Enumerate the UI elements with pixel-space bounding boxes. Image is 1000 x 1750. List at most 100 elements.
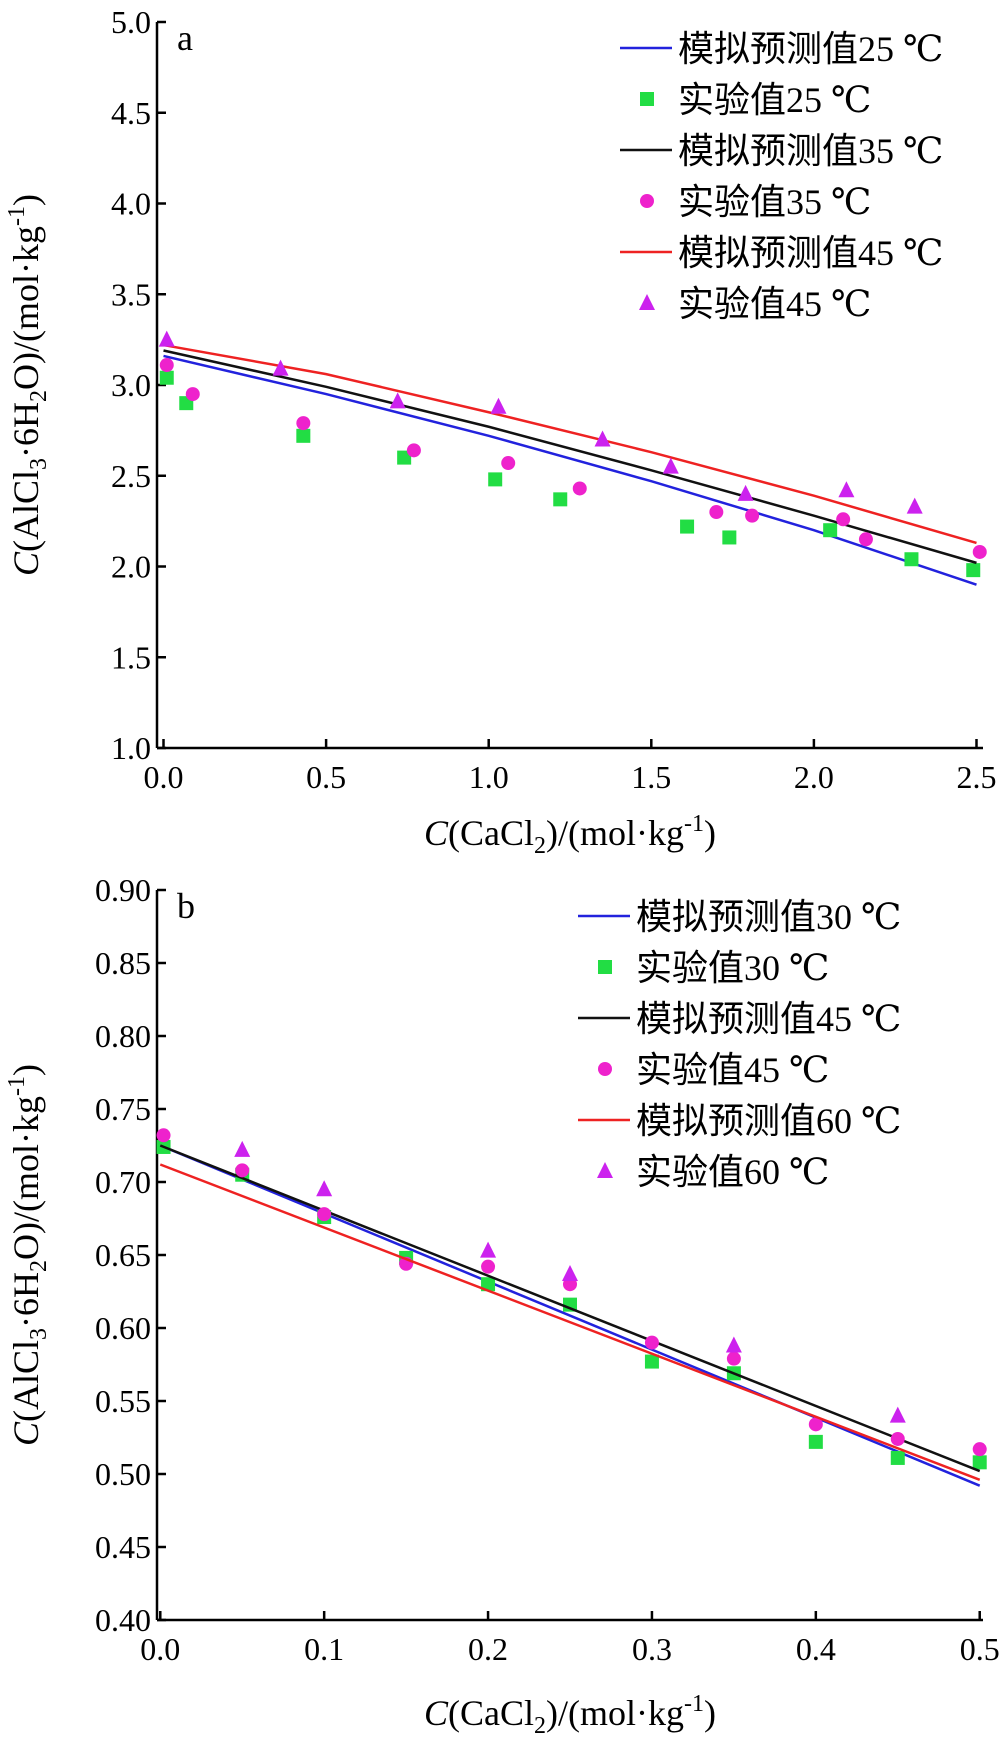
data-point-triangle: [490, 397, 507, 414]
legend-entry: 模拟预测值45 ℃: [636, 999, 901, 1039]
data-point-circle: [726, 1351, 741, 1366]
data-point-triangle: [906, 497, 923, 514]
x-tick-label: 2.0: [794, 759, 834, 795]
series-5: [158, 330, 923, 514]
x-axis-title: C(CaCl2)/(mol·kg-1): [424, 1691, 716, 1739]
data-point-circle: [644, 1335, 659, 1350]
y-tick-label: 4.0: [111, 186, 151, 222]
data-point-square: [904, 552, 919, 567]
y-tick-label: 0.65: [95, 1237, 151, 1273]
data-point-square: [159, 370, 174, 385]
data-point-circle: [159, 358, 174, 373]
data-point-triangle: [838, 481, 855, 498]
data-point-circle: [296, 416, 311, 431]
data-point-circle: [808, 1417, 823, 1432]
series-2: [163, 349, 977, 565]
y-tick-label: 5.0: [111, 4, 151, 40]
data-point-circle: [481, 1259, 496, 1274]
series-line: [163, 343, 977, 545]
data-point-circle: [836, 512, 851, 527]
series-1: [159, 370, 981, 578]
chart-panel-a: 1.0 1.5 2.0 2.5 3.0 3.5 4.0 4.5 5.0 0.0 0.5 1.0 1.5 2…: [4, 4, 996, 859]
y-tick-label: 0.85: [95, 945, 151, 981]
series-line: [163, 354, 977, 586]
data-point-square: [488, 472, 503, 487]
y-tick-label: 0.80: [95, 1018, 151, 1054]
series-line: [159, 1144, 981, 1487]
y-tick-label: 0.90: [95, 872, 151, 908]
data-point-circle: [501, 456, 516, 471]
x-tick-label: 1.0: [469, 759, 509, 795]
y-tick-label: 0.60: [95, 1310, 151, 1346]
x-tick-label: 0.2: [468, 1631, 508, 1667]
y-axis-title: C(AlCl3·6H2O)/(mol·kg-1): [4, 1064, 52, 1446]
data-point-square: [890, 1450, 905, 1465]
y-axis-title: C(AlCl3·6H2O)/(mol·kg-1): [4, 194, 52, 576]
data-point-triangle: [725, 1336, 742, 1353]
data-point-triangle: [594, 430, 611, 447]
data-point-circle: [890, 1431, 905, 1446]
x-tick-label: 0.0: [140, 1631, 180, 1667]
series-5: [234, 1140, 906, 1423]
legend-marker-swatch-circle: [640, 194, 654, 208]
y-tick-label: 0.55: [95, 1383, 151, 1419]
data-point-triangle: [562, 1264, 578, 1281]
x-tick-label: 2.5: [956, 759, 996, 795]
series-line: [163, 349, 977, 565]
data-point-triangle: [662, 457, 679, 474]
data-point-square: [397, 450, 412, 465]
legend-marker-swatch-circle: [598, 1062, 612, 1076]
legend-entry: 实验值25 ℃: [678, 80, 871, 120]
legend: 模拟预测值30 ℃ 实验值30 ℃ 模拟预测值45 ℃ 实验值45 ℃ 模拟预测值60 …: [578, 897, 901, 1192]
data-point-square: [823, 523, 838, 538]
data-point-circle: [156, 1128, 171, 1143]
panel-label: a: [177, 18, 193, 58]
x-tick-label: 0.5: [960, 1631, 1000, 1667]
data-point-square: [481, 1277, 496, 1292]
data-point-square: [553, 492, 568, 507]
data-point-triangle: [234, 1140, 251, 1157]
y-tick-label: 3.0: [111, 367, 151, 403]
data-point-circle: [185, 387, 200, 402]
legend-marker-swatch-square: [598, 960, 612, 974]
legend-entry: 实验值30 ℃: [636, 948, 829, 988]
data-point-triangle: [480, 1241, 497, 1258]
data-point-triangle: [389, 392, 406, 409]
data-point-square: [680, 519, 695, 534]
x-tick-label: 0.5: [306, 759, 346, 795]
x-axis-title: C(CaCl2)/(mol·kg-1): [424, 811, 716, 859]
y-tick-label: 2.5: [111, 458, 151, 494]
data-point-triangle: [889, 1406, 906, 1423]
x-tick-label: 0.1: [304, 1631, 344, 1667]
legend-marker-swatch-triangle: [639, 294, 655, 310]
data-point-circle: [406, 443, 421, 458]
legend-entry: 模拟预测值35 ℃: [678, 131, 943, 171]
legend-entry: 模拟预测值25 ℃: [678, 29, 943, 69]
series-1: [156, 1139, 987, 1470]
legend-entry: 实验值45 ℃: [678, 284, 871, 324]
x-tick-label: 0.3: [632, 1631, 672, 1667]
data-point-square: [966, 563, 981, 578]
legend-entry: 实验值60 ℃: [636, 1152, 829, 1192]
y-tick-label: 0.40: [95, 1602, 151, 1638]
data-point-triangle: [272, 359, 289, 376]
series-0: [163, 354, 977, 586]
legend-entry: 实验值45 ℃: [636, 1050, 829, 1090]
data-point-circle: [745, 508, 760, 523]
legend-entry: 模拟预测值45 ℃: [678, 233, 943, 273]
x-tick-label: 0.0: [144, 759, 184, 795]
data-point-circle: [858, 532, 873, 547]
legend-entry: 模拟预测值60 ℃: [636, 1101, 901, 1141]
data-point-square: [722, 530, 737, 545]
data-point-triangle: [316, 1180, 333, 1197]
data-point-triangle: [737, 484, 754, 501]
series-4: [163, 343, 977, 545]
y-tick-label: 0.45: [95, 1529, 151, 1565]
y-tick-label: 2.0: [111, 549, 151, 585]
y-tick-label: 4.5: [111, 95, 151, 131]
data-point-circle: [317, 1207, 332, 1222]
data-point-square: [644, 1354, 659, 1369]
series-2: [159, 1144, 981, 1473]
legend: 模拟预测值25 ℃ 实验值25 ℃ 模拟预测值35 ℃ 实验值35 ℃ 模拟预测值45 …: [620, 29, 943, 324]
